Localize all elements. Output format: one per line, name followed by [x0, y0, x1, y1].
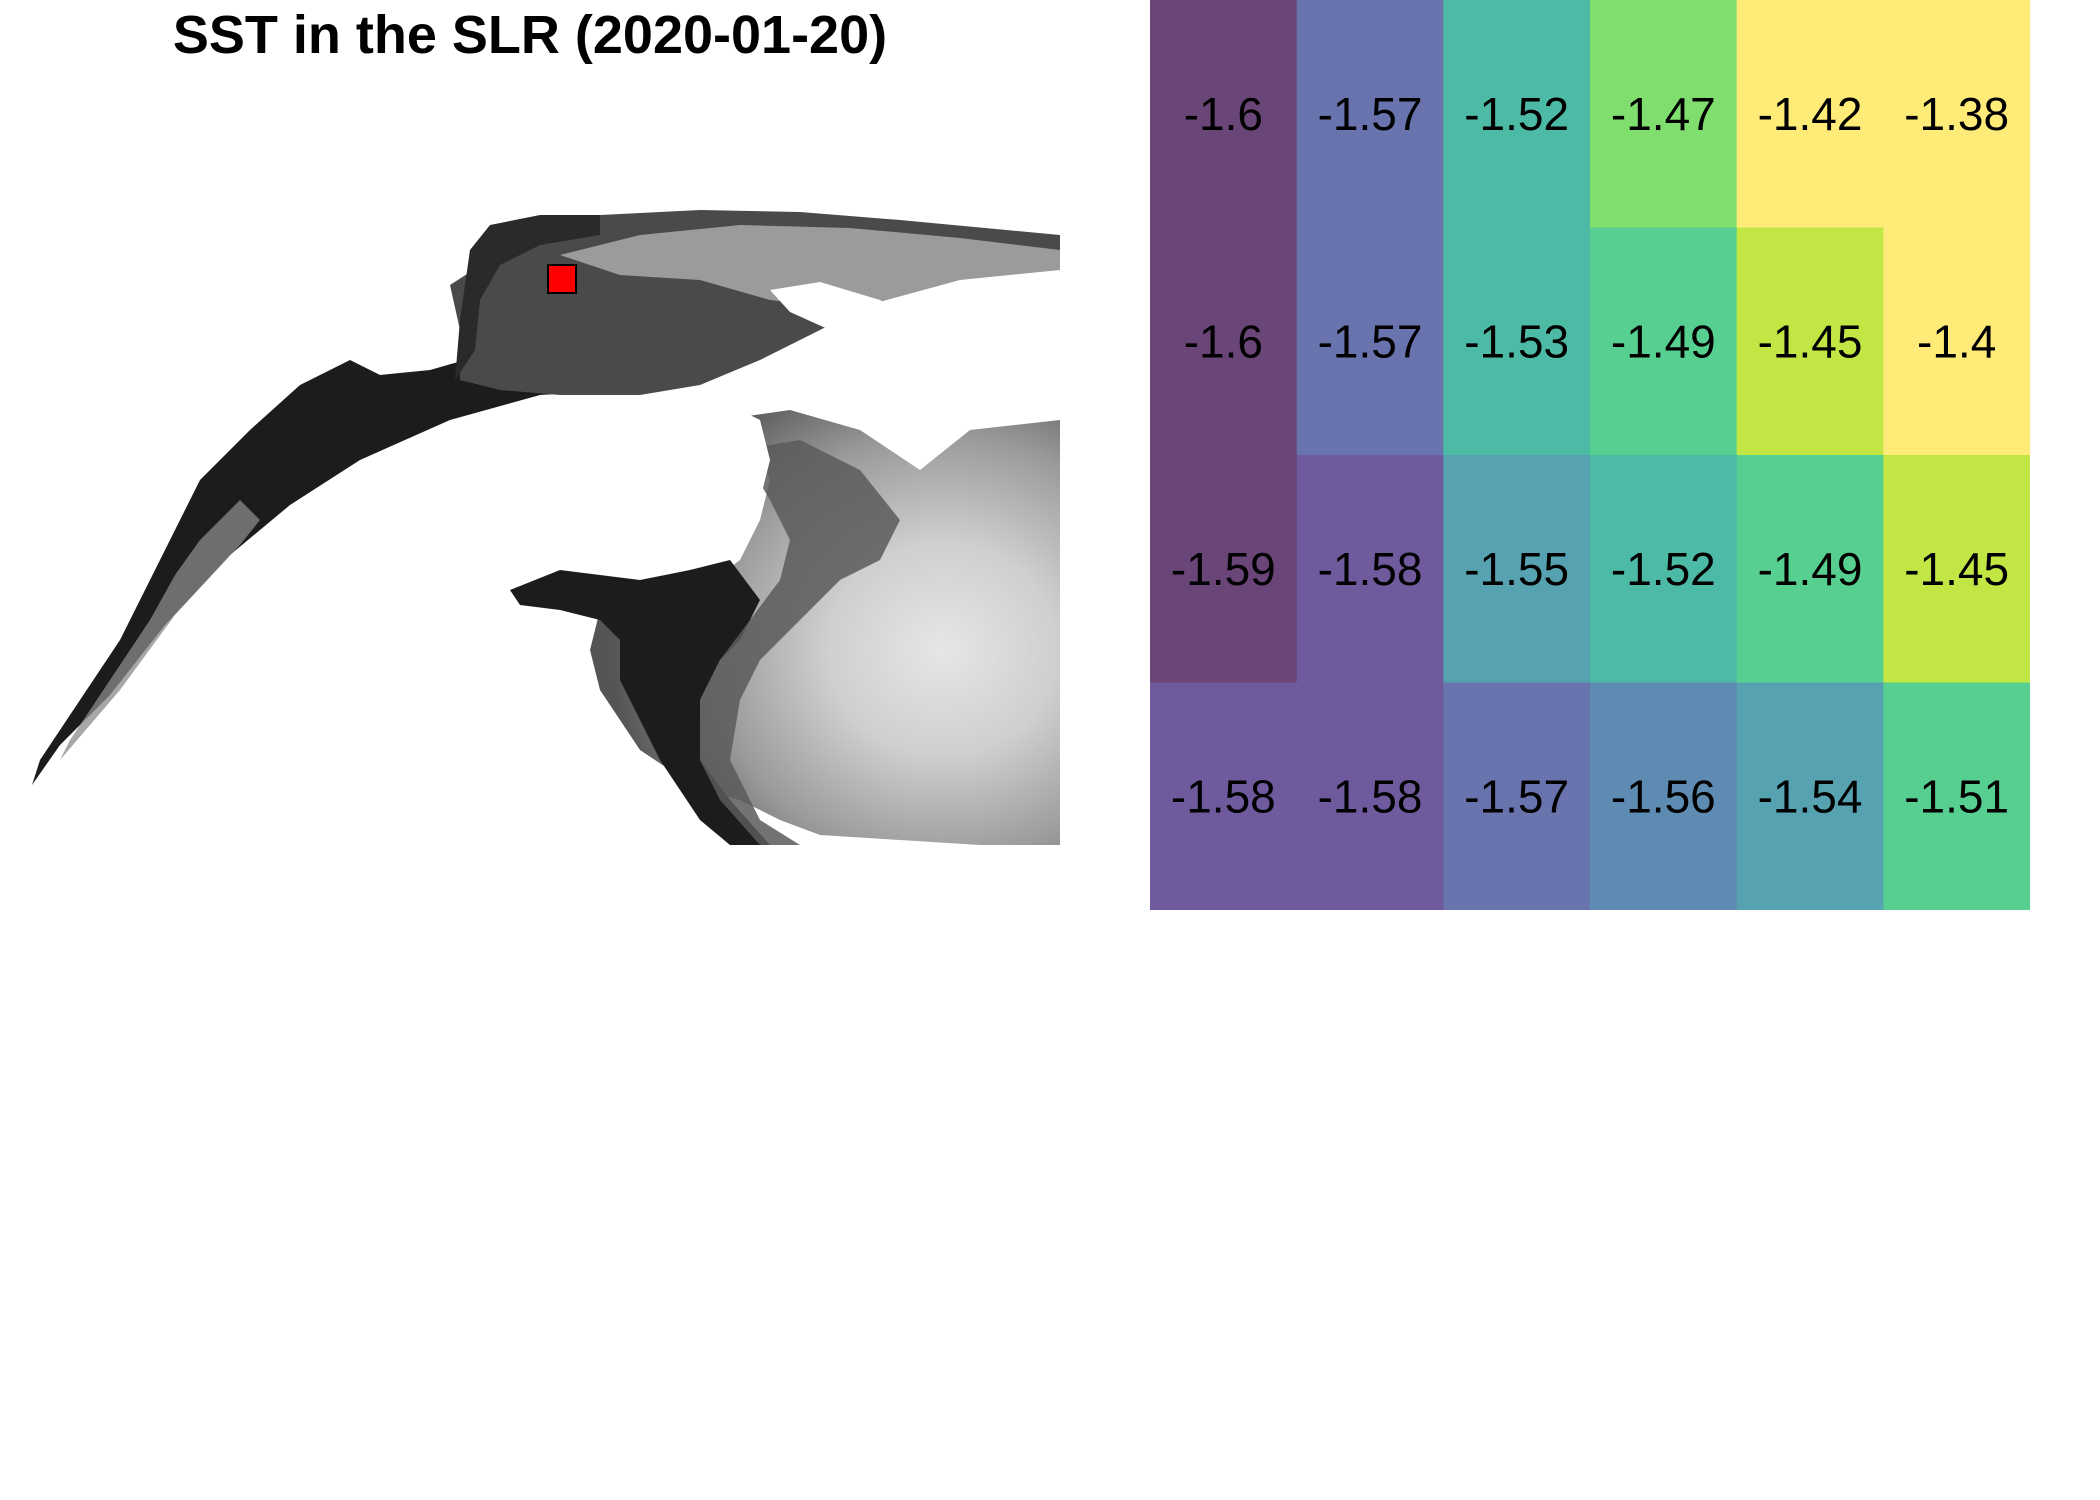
- grid-cell-0-3: [1590, 0, 1738, 228]
- grid-value-2-4: -1.49: [1758, 543, 1863, 595]
- sea-surface-field: [32, 210, 1060, 845]
- grid-cell-2-2: [1443, 455, 1591, 683]
- channel-shoal: [60, 500, 260, 760]
- grid-value-0-0: -1.6: [1184, 88, 1263, 140]
- north-coast-fringe: [455, 215, 600, 380]
- grid-value-3-5: -1.51: [1904, 770, 2009, 822]
- grid-value-1-1: -1.57: [1318, 315, 1423, 367]
- grid-cell-0-0: [1150, 0, 1298, 228]
- sst-value-grid: -1.6 -1.57 -1.52 -1.47 -1.42 -1.38 -1.6 -1.57 -1…: [1150, 0, 2030, 910]
- grid-cell-2-4: [1736, 455, 1884, 683]
- grid-value-2-1: -1.58: [1318, 543, 1423, 595]
- grid-value-0-4: -1.42: [1758, 88, 1863, 140]
- grid-cell-3-3: [1590, 682, 1738, 910]
- south-inlet: [510, 560, 770, 845]
- peninsula: [500, 390, 770, 560]
- grid-value-3-4: -1.54: [1758, 770, 1863, 822]
- grid-value-0-3: -1.47: [1611, 88, 1716, 140]
- grid-cell-3-5: [1883, 682, 2030, 910]
- grid-value-1-5: -1.4: [1917, 315, 1996, 367]
- grid-value-1-4: -1.45: [1758, 315, 1863, 367]
- grid-cell-2-3: [1590, 455, 1738, 683]
- grid-value-1-0: -1.6: [1184, 315, 1263, 367]
- grid-value-3-2: -1.57: [1464, 770, 1569, 822]
- map-title: SST in the SLR (2020-01-20): [172, 5, 888, 65]
- grid-value-0-1: -1.57: [1318, 88, 1423, 140]
- grid-value-3-0: -1.58: [1171, 770, 1276, 822]
- grid-cell-3-2: [1443, 682, 1591, 910]
- grid-value-0-5: -1.38: [1904, 88, 2009, 140]
- grid-cell-0-4: [1736, 0, 1884, 228]
- grid-cell-0-1: [1296, 0, 1444, 228]
- sst-map: [32, 210, 1060, 845]
- grid-cell-3-0: [1150, 682, 1298, 910]
- station-marker: [547, 264, 577, 294]
- grid-cell-1-2: [1443, 227, 1591, 456]
- grid-cell-1-3: [1590, 227, 1738, 456]
- grid-cell-0-5: [1883, 0, 2030, 228]
- estuary-channel: [32, 340, 620, 785]
- grid-value-3-1: -1.58: [1318, 770, 1423, 822]
- grid-cell-3-4: [1736, 682, 1884, 910]
- grid-value-2-2: -1.55: [1464, 543, 1569, 595]
- island: [770, 282, 1052, 412]
- grid-cell-0-2: [1443, 0, 1591, 228]
- grid-cell-1-4: [1736, 227, 1884, 456]
- grid-value-3-3: -1.56: [1611, 770, 1716, 822]
- gulf-mid-band: [700, 440, 900, 845]
- grid-cell-2-1: [1296, 455, 1444, 683]
- grid-value-2-0: -1.59: [1171, 543, 1276, 595]
- grid-cell-1-1: [1296, 227, 1444, 456]
- grid-cell-3-1: [1296, 682, 1444, 910]
- grid-value-1-2: -1.53: [1464, 315, 1569, 367]
- north-shore-light: [560, 225, 1060, 310]
- grid-value-1-3: -1.49: [1611, 315, 1716, 367]
- grid-value-2-3: -1.52: [1611, 543, 1716, 595]
- grid-cell-2-5: [1883, 455, 2030, 683]
- grid-cell-1-5: [1883, 227, 2030, 456]
- grid-value-2-5: -1.45: [1904, 543, 2009, 595]
- grid-value-0-2: -1.52: [1464, 88, 1569, 140]
- grid-cell-2-0: [1150, 455, 1298, 683]
- grid-cell-1-0: [1150, 227, 1298, 456]
